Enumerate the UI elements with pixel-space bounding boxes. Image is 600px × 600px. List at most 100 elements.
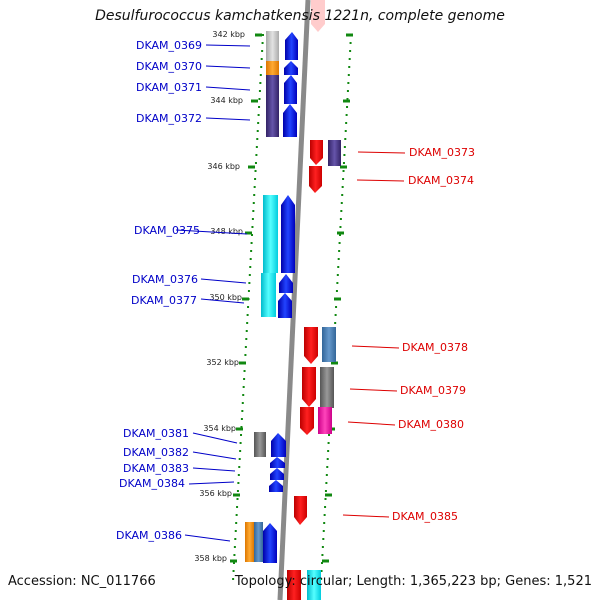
track-dot — [335, 306, 338, 308]
track-dot — [238, 466, 241, 468]
track-dot — [247, 290, 250, 292]
gene-reverse — [294, 496, 307, 525]
track-dot — [320, 578, 323, 580]
track-dot — [324, 506, 327, 508]
track-dot — [344, 138, 347, 140]
left-dots — [232, 34, 264, 580]
track-dot — [326, 458, 329, 460]
reverse-labels: DKAM_0373 DKAM_0374 DKAM_0378 DKAM_0379 … — [392, 146, 475, 523]
gene-label-reverse: DKAM_0380 — [398, 418, 464, 431]
track-dot — [323, 522, 326, 524]
gene-label-reverse: DKAM_0374 — [408, 174, 474, 187]
track-dot — [257, 122, 260, 124]
track-dot — [251, 226, 254, 228]
gene-forward — [284, 75, 297, 104]
gene-label-forward: DKAM_0384 — [119, 477, 185, 490]
track-dot — [245, 330, 248, 332]
track-dot — [236, 498, 239, 500]
track-dot — [340, 202, 343, 204]
track-dot — [253, 186, 256, 188]
track-dot — [347, 82, 350, 84]
track-dot — [242, 386, 245, 388]
kbp-ticks-right — [322, 33, 353, 563]
track-dot — [346, 106, 349, 108]
track-dot — [322, 538, 325, 540]
cog-boxes-forward — [245, 31, 279, 562]
track-dot — [321, 554, 324, 556]
track-dot — [338, 250, 341, 252]
track-dot — [327, 442, 330, 444]
track-dot — [234, 538, 237, 540]
track-dot — [241, 402, 244, 404]
gene-forward — [279, 274, 293, 293]
track-dot — [251, 234, 254, 236]
topology-text: Topology: circular; Length: 1,365,223 bp… — [234, 574, 592, 589]
track-dot — [258, 106, 261, 108]
track-dot — [334, 322, 337, 324]
track-dot — [336, 282, 339, 284]
gene-label-forward: DKAM_0382 — [123, 446, 189, 459]
track-dot — [239, 442, 242, 444]
track-dot — [247, 306, 250, 308]
track-dot — [256, 130, 259, 132]
track-dot — [341, 186, 344, 188]
track-dot — [242, 394, 245, 396]
track-dot — [321, 546, 324, 548]
gene-forward — [271, 433, 286, 457]
track-dot — [336, 274, 339, 276]
track-dot — [237, 482, 240, 484]
track-dot — [240, 418, 243, 420]
track-dot — [248, 274, 251, 276]
track-dot — [326, 466, 329, 468]
track-dot — [234, 530, 237, 532]
gene-label-forward: DKAM_0370 — [136, 60, 202, 73]
track-dot — [236, 506, 239, 508]
gene-label-reverse: DKAM_0373 — [409, 146, 475, 159]
track-dot — [339, 226, 342, 228]
track-dot — [343, 146, 346, 148]
track-dot — [254, 162, 257, 164]
gene-reverse — [309, 166, 322, 193]
track-dot — [240, 426, 243, 428]
track-dot — [345, 114, 348, 116]
track-dot — [325, 482, 328, 484]
kbp-label: 358 kbp — [194, 554, 227, 563]
track-dot — [259, 74, 262, 76]
kbp-label: 348 kbp — [210, 227, 243, 236]
track-dot — [346, 90, 349, 92]
genome-title: Desulfurococcus kamchatkensis 1221n, com… — [95, 8, 505, 24]
gene-label-forward: DKAM_0381 — [123, 427, 189, 440]
track-dot — [260, 58, 263, 60]
track-dot — [232, 578, 235, 580]
track-dot — [261, 50, 264, 52]
track-dot — [257, 114, 260, 116]
track-dot — [238, 458, 241, 460]
track-dot — [244, 354, 247, 356]
track-dot — [246, 314, 249, 316]
gene-label-forward: DKAM_0383 — [123, 462, 189, 475]
track-dot — [334, 314, 337, 316]
gene-label-forward: DKAM_0369 — [136, 39, 202, 52]
track-dot — [324, 498, 327, 500]
track-dot — [340, 210, 343, 212]
track-dot — [232, 562, 235, 564]
track-dot — [339, 218, 342, 220]
gene-reverse-partial — [287, 570, 301, 600]
gene-reverse — [300, 407, 314, 435]
gene-forward — [283, 104, 297, 137]
forward-genes — [263, 32, 298, 563]
kbp-ticks — [230, 33, 262, 563]
track-dot — [252, 210, 255, 212]
track-dot — [348, 58, 351, 60]
track-dot — [346, 98, 349, 100]
partial-gene-top — [311, 0, 325, 32]
track-dot — [237, 474, 240, 476]
track-dot — [261, 42, 264, 44]
track-dot — [323, 514, 326, 516]
gene-label-forward: DKAM_0376 — [132, 273, 198, 286]
genome-backbone — [277, 0, 311, 600]
track-dot — [249, 266, 252, 268]
gene-forward — [269, 480, 283, 492]
track-dot — [348, 66, 351, 68]
